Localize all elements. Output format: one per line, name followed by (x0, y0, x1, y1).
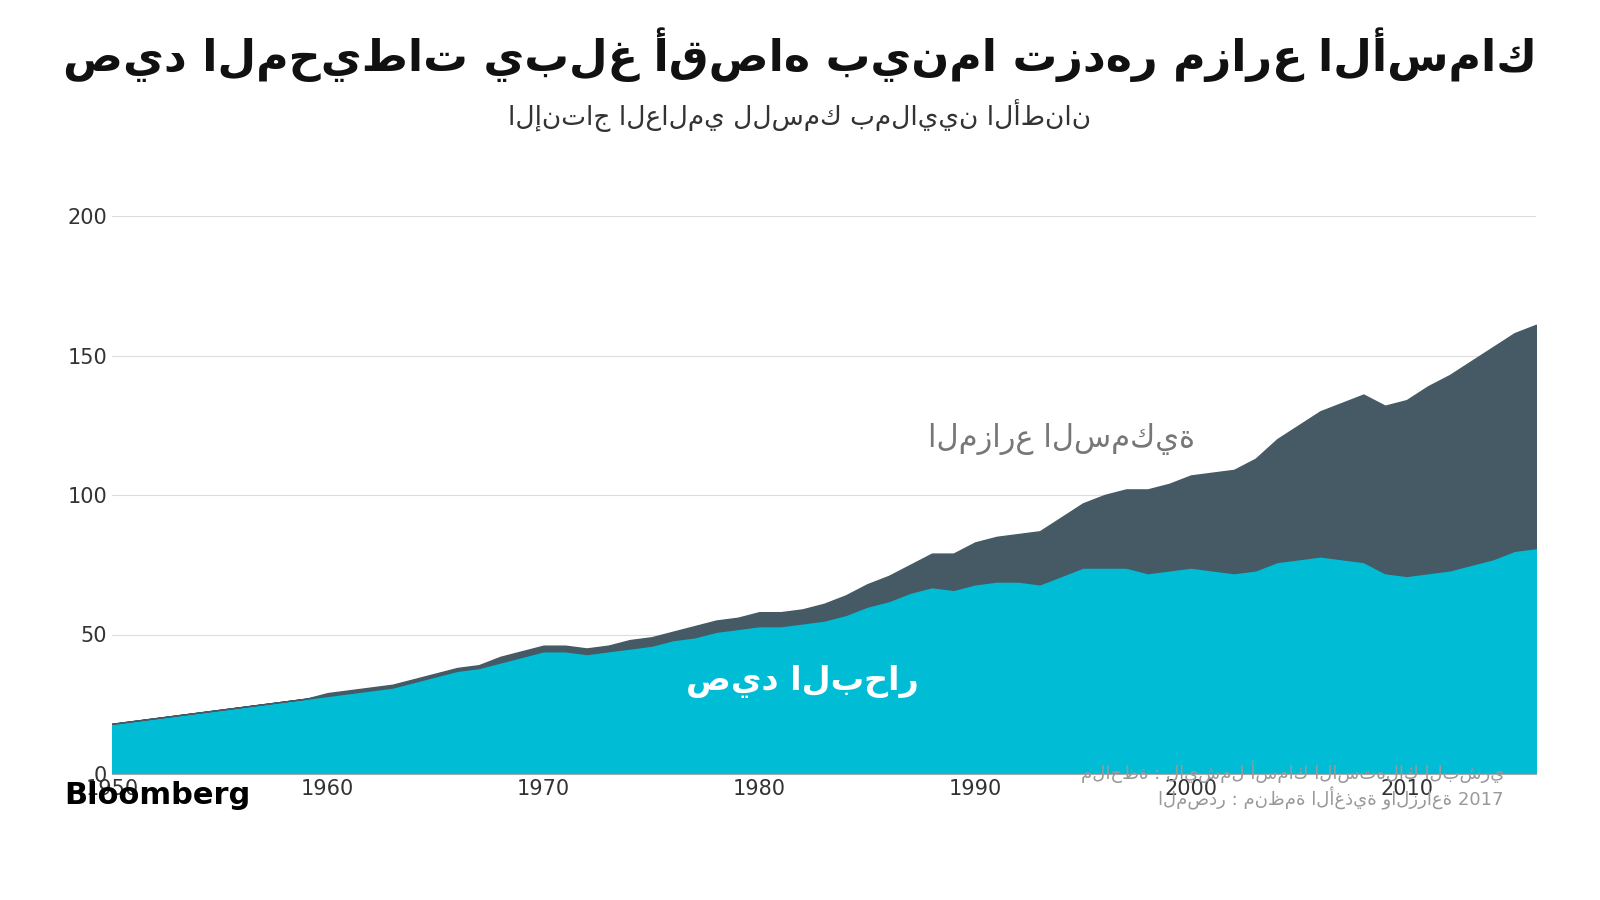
Text: المزارع السمكية: المزارع السمكية (928, 423, 1195, 455)
Text: ملاحظة : لايشمل أسماك الاستهلاك البشري: ملاحظة : لايشمل أسماك الاستهلاك البشري (1080, 760, 1504, 783)
Text: المصدر : منظمة الأغذية والزراعة 2017: المصدر : منظمة الأغذية والزراعة 2017 (1158, 787, 1504, 810)
Text: صيد البحار: صيد البحار (686, 665, 918, 698)
Text: صيد المحيطات يبلغ أقصاه بينما تزدهر مزارع الأسماك: صيد المحيطات يبلغ أقصاه بينما تزدهر مزار… (62, 27, 1538, 82)
Text: Bloomberg: Bloomberg (64, 781, 250, 810)
Text: الإنتاج العالمي للسمك بملايين الأطنان: الإنتاج العالمي للسمك بملايين الأطنان (509, 99, 1091, 132)
